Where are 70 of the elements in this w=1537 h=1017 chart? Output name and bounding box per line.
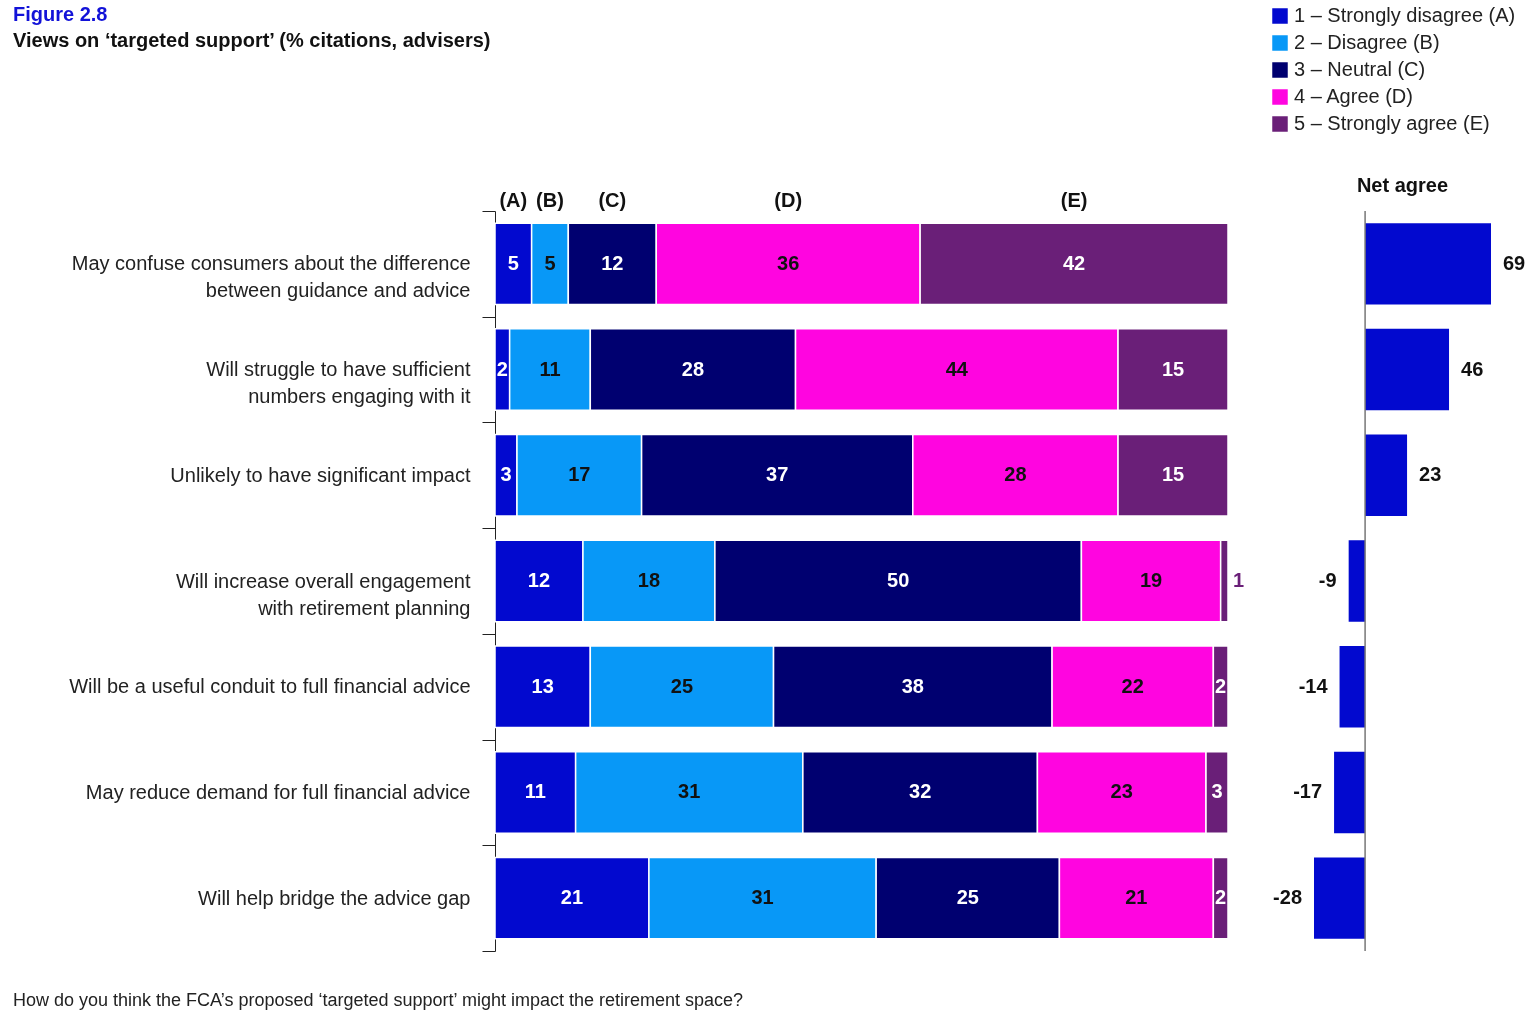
bar <box>1365 223 1491 305</box>
data-label: 15 <box>1161 357 1185 380</box>
data-label: -28 <box>1273 886 1302 909</box>
text: (E) <box>1060 189 1088 212</box>
data-label: 1 <box>1233 569 1245 591</box>
legend-label: 3 – Neutral (C) <box>1294 58 1426 80</box>
data-label: 32 <box>909 780 932 803</box>
data-label: 2 <box>496 357 508 380</box>
data-label: 25 <box>956 886 979 909</box>
bar <box>1314 857 1366 939</box>
y-tick-label: Will struggle to have sufficient numbers engaging with it <box>206 358 471 408</box>
text: Figure 2.8 <box>13 3 108 25</box>
data-label: 5 <box>544 251 556 274</box>
data-label: 31 <box>678 780 701 803</box>
data-label: 25 <box>670 674 694 697</box>
y-tick-label: Will help bridge the advice gap <box>198 886 471 909</box>
y-tick-label: Will increase overall engagement with retirement planning <box>175 569 471 619</box>
y-tick-label: Will be a useful conduit to full financial advice <box>69 675 471 698</box>
data-label: 38 <box>901 674 924 697</box>
data-label: 23 <box>1110 780 1133 803</box>
bar <box>1365 434 1408 516</box>
legend-label: 4 – Agree (D) <box>1294 85 1413 107</box>
data-label: 31 <box>751 886 774 909</box>
data-label: 13 <box>531 674 554 697</box>
text: (C) <box>598 189 627 212</box>
data-label: -17 <box>1293 780 1323 803</box>
data-label: 21 <box>560 886 584 909</box>
data-label: 12 <box>527 569 551 591</box>
data-label: 11 <box>524 780 546 803</box>
y-tick-label: May confuse consumers about the difference between guidance and advice <box>71 252 471 302</box>
data-label: 3 <box>1211 780 1223 803</box>
data-label: -9 <box>1318 569 1337 591</box>
data-label: 11 <box>539 357 561 380</box>
data-label: 28 <box>681 357 705 380</box>
text: Views on ‘targeted support’ (% citations, advisers) <box>13 29 491 51</box>
data-label: 2 <box>1215 886 1227 909</box>
data-label: 69 <box>1503 251 1526 274</box>
y-tick-label: May reduce demand for full financial advice <box>85 780 471 803</box>
data-label: 15 <box>1161 463 1185 486</box>
bar <box>1339 646 1366 728</box>
legend-label: 5 – Strongly agree (E) <box>1294 112 1490 134</box>
text: (D) <box>774 189 803 212</box>
data-label: 50 <box>887 569 910 591</box>
text: How do you think the FCA’s proposed ‘targeted support’ might impact the retirement space? <box>13 990 744 1010</box>
data-label: 3 <box>500 463 512 486</box>
chart-title: Net agree <box>1356 174 1449 197</box>
text: (B) <box>536 189 564 212</box>
data-label: 44 <box>945 357 969 380</box>
data-label: 37 <box>766 463 789 486</box>
legend-label: 1 – Strongly disagree (A) <box>1294 4 1516 26</box>
data-label: 18 <box>637 569 661 591</box>
bar <box>1365 328 1450 411</box>
y-tick-label: Unlikely to have significant impact <box>170 463 471 486</box>
text: (A) <box>499 189 528 212</box>
data-label: 28 <box>1004 463 1027 486</box>
data-label: 2 <box>1215 674 1227 697</box>
data-label: 36 <box>777 251 800 274</box>
data-label: 21 <box>1125 886 1148 909</box>
data-label: -14 <box>1298 674 1329 697</box>
data-label: 12 <box>601 251 624 274</box>
data-label: 19 <box>1139 569 1163 591</box>
data-label: 46 <box>1461 357 1484 380</box>
data-label: 22 <box>1121 674 1144 697</box>
bar <box>1348 540 1366 622</box>
data-label: 17 <box>568 463 591 486</box>
legend-label: 2 – Disagree (B) <box>1294 31 1440 53</box>
bar <box>1334 751 1366 834</box>
data-label: 23 <box>1419 463 1442 486</box>
data-label: 42 <box>1062 251 1086 274</box>
data-label: 5 <box>507 251 519 274</box>
